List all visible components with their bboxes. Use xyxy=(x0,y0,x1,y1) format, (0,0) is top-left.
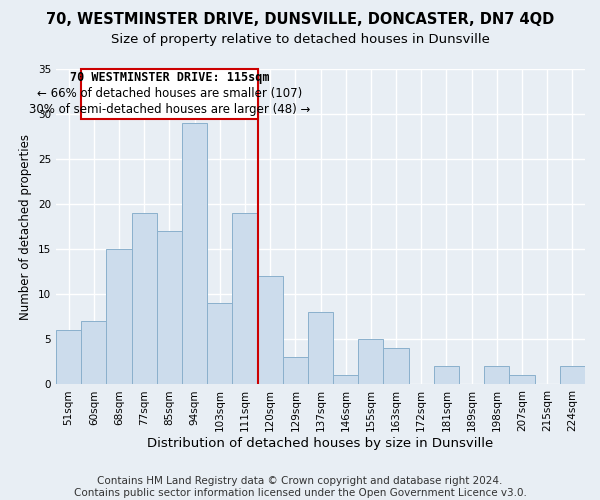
Bar xyxy=(484,366,509,384)
Y-axis label: Number of detached properties: Number of detached properties xyxy=(19,134,32,320)
Bar xyxy=(56,330,81,384)
Bar xyxy=(333,376,358,384)
Bar xyxy=(308,312,333,384)
Bar xyxy=(157,231,182,384)
Text: 70 WESTMINSTER DRIVE: 115sqm: 70 WESTMINSTER DRIVE: 115sqm xyxy=(70,72,269,85)
Text: Size of property relative to detached houses in Dunsville: Size of property relative to detached ho… xyxy=(110,32,490,46)
Bar xyxy=(283,358,308,384)
Text: 70, WESTMINSTER DRIVE, DUNSVILLE, DONCASTER, DN7 4QD: 70, WESTMINSTER DRIVE, DUNSVILLE, DONCAS… xyxy=(46,12,554,28)
Bar xyxy=(106,250,131,384)
Bar xyxy=(383,348,409,384)
X-axis label: Distribution of detached houses by size in Dunsville: Distribution of detached houses by size … xyxy=(148,437,494,450)
Bar xyxy=(131,213,157,384)
FancyBboxPatch shape xyxy=(81,69,257,118)
Text: 30% of semi-detached houses are larger (48) →: 30% of semi-detached houses are larger (… xyxy=(29,103,310,116)
Bar xyxy=(207,304,232,384)
Bar xyxy=(81,322,106,384)
Text: ← 66% of detached houses are smaller (107): ← 66% of detached houses are smaller (10… xyxy=(37,88,302,101)
Bar xyxy=(257,276,283,384)
Bar xyxy=(358,340,383,384)
Bar xyxy=(560,366,585,384)
Text: Contains HM Land Registry data © Crown copyright and database right 2024.
Contai: Contains HM Land Registry data © Crown c… xyxy=(74,476,526,498)
Bar xyxy=(182,123,207,384)
Bar xyxy=(232,213,257,384)
Bar xyxy=(434,366,459,384)
Bar xyxy=(509,376,535,384)
